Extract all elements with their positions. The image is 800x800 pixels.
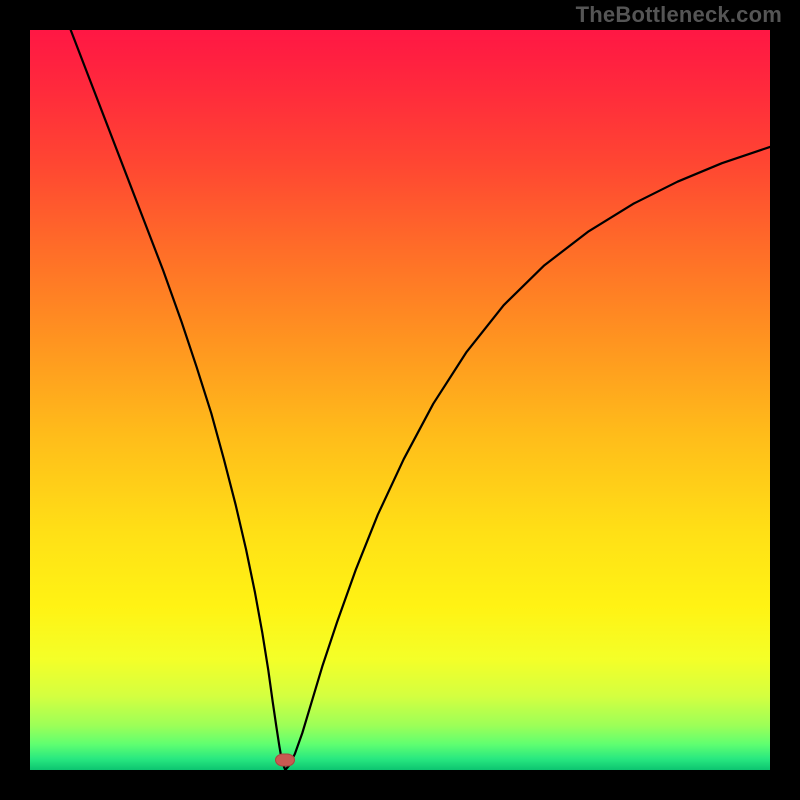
left-curve [71,30,286,770]
plot-area [30,30,770,770]
watermark-text: TheBottleneck.com [576,2,782,28]
right-curve [285,147,770,770]
curve-layer [30,30,770,770]
minimum-marker [275,754,295,767]
